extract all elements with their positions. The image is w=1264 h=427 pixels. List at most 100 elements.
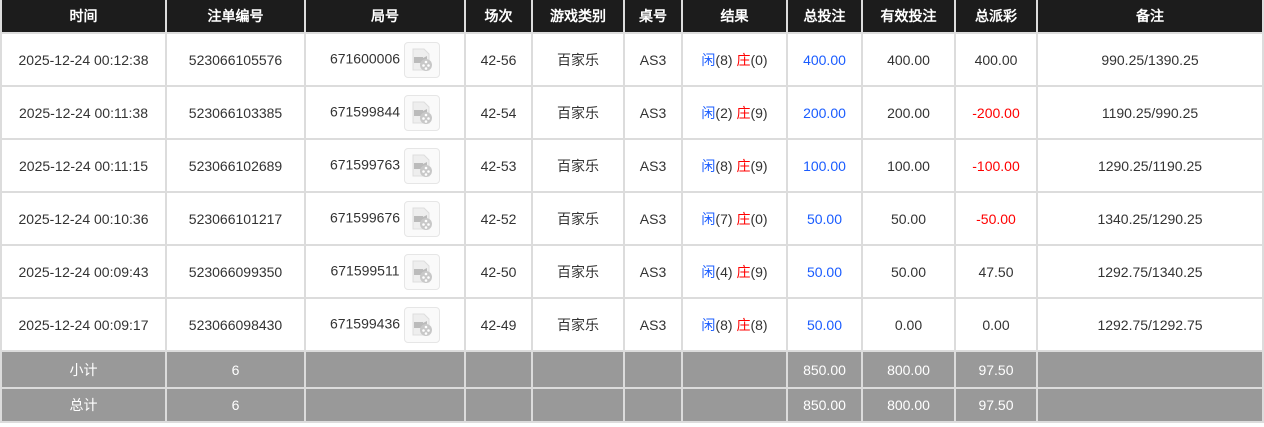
banker-label: 庄 [736, 316, 751, 333]
game-type: 百家乐 [531, 32, 625, 87]
round-id-cell: 671599763 [304, 138, 466, 193]
table-id: AS3 [623, 191, 683, 246]
empty-cell [681, 387, 788, 423]
banker-label: 庄 [736, 210, 751, 227]
empty-cell [464, 387, 533, 423]
valid-bet: 100.00 [861, 138, 956, 193]
note: 1292.75/1292.75 [1036, 297, 1264, 352]
result: 闲(8) 庄(8) [681, 297, 788, 352]
table-id: AS3 [623, 32, 683, 87]
empty-cell [1036, 350, 1264, 389]
payout: 47.50 [954, 244, 1038, 299]
game-type: 百家乐 [531, 191, 625, 246]
round-id-cell: 671599844 [304, 85, 466, 140]
table-row: 2025-12-24 00:12:38 523066105576 6716000… [0, 32, 1264, 87]
player-score: (2) [715, 104, 733, 121]
player-score: (8) [715, 157, 733, 174]
column-header: 总投注 [786, 0, 863, 34]
valid-bet: 50.00 [861, 191, 956, 246]
result: 闲(8) 庄(9) [681, 138, 788, 193]
bet-id: 523066105576 [165, 32, 306, 87]
valid-bet: 200.00 [861, 85, 956, 140]
table-row: 2025-12-24 00:11:15 523066102689 6715997… [0, 138, 1264, 193]
table-id: AS3 [623, 297, 683, 352]
session: 42-54 [464, 85, 533, 140]
banker-label: 庄 [736, 263, 751, 280]
game-type: 百家乐 [531, 244, 625, 299]
banker-label: 庄 [736, 104, 751, 121]
total-row: 总计 6 850.00 800.00 97.50 [0, 387, 1264, 423]
table-row: 2025-12-24 00:09:17 523066098430 6715994… [0, 297, 1264, 352]
table-row: 2025-12-24 00:10:36 523066101217 6715996… [0, 191, 1264, 246]
empty-cell [1036, 387, 1264, 423]
bet-id: 523066101217 [165, 191, 306, 246]
video-replay-icon[interactable] [404, 147, 441, 184]
round-id-cell: 671599511 [304, 244, 466, 299]
player-score: (8) [715, 51, 733, 68]
empty-cell [531, 350, 625, 389]
note: 990.25/1390.25 [1036, 32, 1264, 87]
session: 42-53 [464, 138, 533, 193]
game-type: 百家乐 [531, 85, 625, 140]
bet-time: 2025-12-24 00:11:15 [0, 138, 167, 193]
player-score: (7) [715, 210, 733, 227]
column-header: 备注 [1036, 0, 1264, 34]
banker-score: (9) [750, 263, 768, 280]
payout: -100.00 [954, 138, 1038, 193]
summary-total-bet: 850.00 [786, 350, 863, 389]
round-id-cell: 671599436 [304, 297, 466, 352]
column-header: 结果 [681, 0, 788, 34]
empty-cell [464, 350, 533, 389]
note: 1340.25/1290.25 [1036, 191, 1264, 246]
summary-payout: 97.50 [954, 350, 1038, 389]
column-header: 注单编号 [165, 0, 306, 34]
subtotal-row: 小计 6 850.00 800.00 97.50 [0, 350, 1264, 389]
summary-valid-bet: 800.00 [861, 387, 956, 423]
column-header: 时间 [0, 0, 167, 34]
table-id: AS3 [623, 85, 683, 140]
round-id: 671599436 [329, 315, 401, 332]
empty-cell [304, 387, 466, 423]
payout: -50.00 [954, 191, 1038, 246]
banker-score: (0) [750, 210, 768, 227]
total-bet: 50.00 [786, 244, 863, 299]
banker-score: (9) [750, 104, 768, 121]
video-replay-icon[interactable] [404, 200, 441, 237]
banker-score: (8) [750, 316, 768, 333]
session: 42-56 [464, 32, 533, 87]
player-label: 闲 [701, 157, 716, 174]
round-id-cell: 671599676 [304, 191, 466, 246]
column-header: 游戏类别 [531, 0, 625, 34]
bet-time: 2025-12-24 00:12:38 [0, 32, 167, 87]
bet-id: 523066102689 [165, 138, 306, 193]
banker-score: (0) [750, 51, 768, 68]
table-row: 2025-12-24 00:09:43 523066099350 6715995… [0, 244, 1264, 299]
payout: 400.00 [954, 32, 1038, 87]
banker-label: 庄 [736, 51, 751, 68]
player-label: 闲 [701, 51, 716, 68]
video-replay-icon[interactable] [404, 94, 441, 131]
empty-cell [623, 350, 683, 389]
summary-label: 小计 [0, 350, 167, 389]
summary-label: 总计 [0, 387, 167, 423]
bet-time: 2025-12-24 00:09:17 [0, 297, 167, 352]
empty-cell [304, 350, 466, 389]
player-score: (8) [715, 316, 733, 333]
session: 42-49 [464, 297, 533, 352]
column-header: 有效投注 [861, 0, 956, 34]
table-id: AS3 [623, 138, 683, 193]
bet-time: 2025-12-24 00:09:43 [0, 244, 167, 299]
result: 闲(8) 庄(0) [681, 32, 788, 87]
video-replay-icon[interactable] [404, 306, 441, 343]
player-label: 闲 [701, 104, 716, 121]
total-bet: 50.00 [786, 297, 863, 352]
video-replay-icon[interactable] [403, 253, 440, 290]
payout: 0.00 [954, 297, 1038, 352]
video-replay-icon[interactable] [404, 41, 441, 78]
note: 1292.75/1340.25 [1036, 244, 1264, 299]
bet-time: 2025-12-24 00:10:36 [0, 191, 167, 246]
summary-valid-bet: 800.00 [861, 350, 956, 389]
summary-count: 6 [165, 387, 306, 423]
total-bet: 50.00 [786, 191, 863, 246]
